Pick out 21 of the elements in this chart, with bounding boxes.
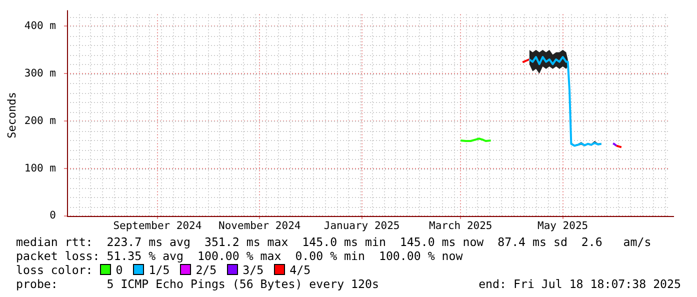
- y-tick-label: 0: [50, 210, 56, 222]
- text: packet loss: 51.35 % avg 100.00 % max 0.00 % min 100.00 % now: [16, 249, 463, 263]
- x-tick-label: January 2025: [324, 220, 400, 232]
- legend-label: 3/5: [242, 263, 264, 277]
- x-tick-label: November 2024: [218, 220, 301, 232]
- legend-label: 4/5: [288, 263, 311, 277]
- y-tick-label: 300 m: [24, 67, 56, 80]
- text: median rtt: 223.7 ms avg 351.2 ms max 145.0 ms min 145.0 ms now 87.4 ms sd 2.6 am/s: [16, 235, 652, 249]
- legend-title: loss color:: [16, 263, 94, 277]
- y-tick-label: 100 m: [24, 162, 56, 174]
- text: end: Fri Jul 18 18:07:38 2025: [478, 277, 681, 291]
- y-tick-label: 400 m: [24, 20, 56, 32]
- x-tick-label: May 2025: [538, 220, 588, 232]
- y-axis-title: Seconds: [5, 92, 18, 138]
- legend-label: 1/5: [148, 263, 170, 277]
- legend-label: 0: [114, 263, 123, 277]
- x-tick-label: March 2025: [429, 220, 492, 232]
- y-tick-label: 200 m: [24, 114, 56, 127]
- x-tick-label: September 2024: [113, 220, 202, 232]
- legend-label: 2/5: [194, 263, 217, 277]
- text: probe: 5 ICMP Echo Pings (56 Bytes) every 120s: [16, 277, 379, 291]
